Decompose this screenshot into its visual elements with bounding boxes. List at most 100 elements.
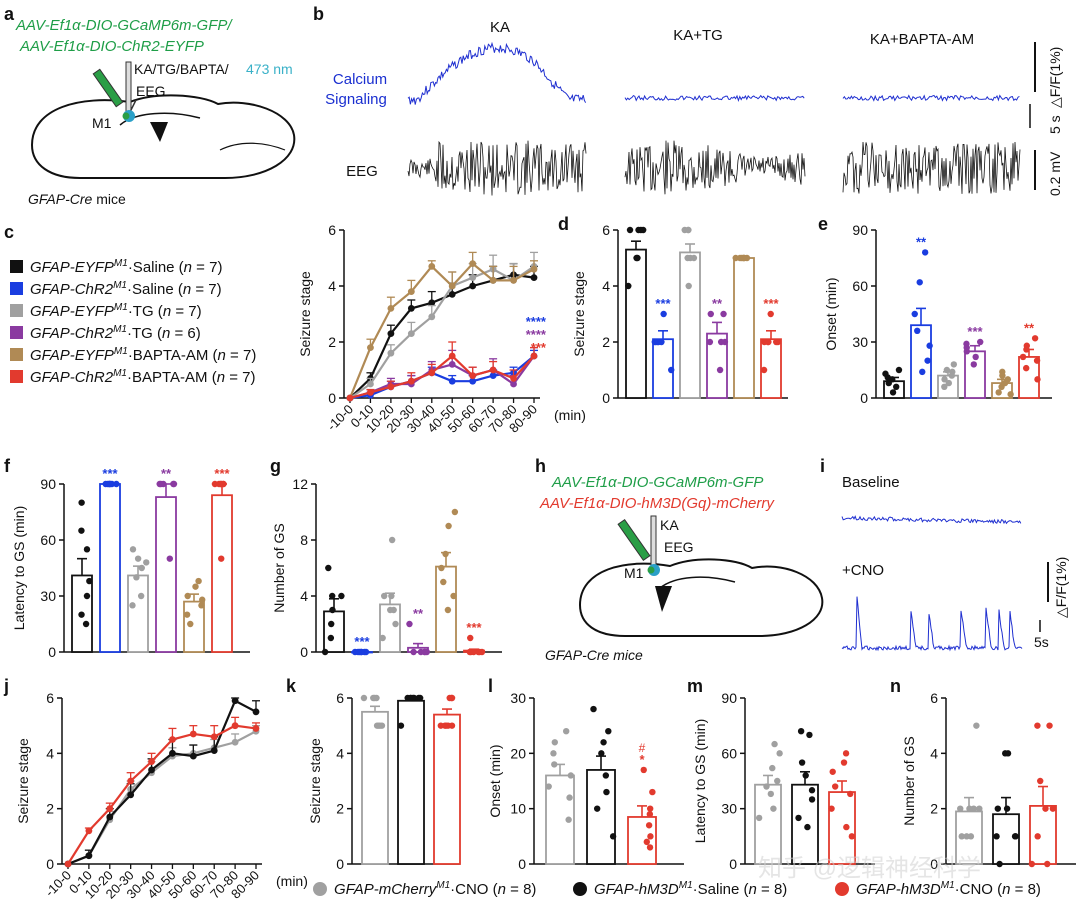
data-point <box>651 338 658 346</box>
data-point <box>840 759 848 766</box>
data-point <box>143 559 150 566</box>
y-tick-label: 30 <box>40 588 56 604</box>
y-tick-label: 30 <box>721 801 737 817</box>
significance-stars: *** <box>102 466 118 481</box>
data-point <box>808 787 816 794</box>
data-point <box>736 254 744 262</box>
data-point <box>86 577 93 585</box>
calcium-trace-tg <box>624 94 805 102</box>
chart-n-number-gs: 0 2 4 6 Number of GS <box>901 690 1076 872</box>
data-point <box>416 694 424 702</box>
series-point <box>106 813 114 821</box>
panel-label-h: h <box>535 456 546 476</box>
data-point <box>1028 860 1036 868</box>
calcium-label-2: Signaling <box>325 91 387 108</box>
data-point <box>562 728 570 735</box>
scale-df-label-i: △F/F(1%) <box>1053 557 1069 618</box>
eeg-electrode-icon <box>129 99 137 113</box>
brain-hippocampus-h <box>659 576 736 589</box>
data-point <box>380 592 388 600</box>
legend-condition: ·Saline ( <box>127 281 183 298</box>
legend-entry: GFAP-hM3DM1·CNO (n = 8) <box>856 880 1041 898</box>
data-point <box>776 750 783 757</box>
panel-label-a: a <box>4 4 15 24</box>
data-point <box>106 480 114 488</box>
data-point <box>972 353 979 361</box>
panel-label-c: c <box>4 222 14 242</box>
data-point <box>1037 777 1044 785</box>
bar <box>828 791 856 865</box>
data-point <box>376 722 384 729</box>
legend-sup: M1 <box>113 280 127 291</box>
data-point <box>774 777 781 785</box>
legend-swatch <box>10 304 23 317</box>
data-point <box>1003 805 1011 812</box>
data-point <box>957 805 964 812</box>
data-point <box>882 370 889 377</box>
data-point <box>329 606 336 614</box>
series-point <box>530 265 538 273</box>
data-point <box>442 722 450 729</box>
data-point <box>639 226 647 234</box>
series-point <box>189 730 197 738</box>
y-axis-label: Latency to GS (min) <box>11 506 27 631</box>
y-tick-label: 10 <box>510 801 526 817</box>
legend-genotype: GFAP-mCherry <box>334 881 438 898</box>
legend-count: = 7) <box>225 369 255 386</box>
data-point <box>685 282 692 290</box>
y-tick-label: 90 <box>721 690 737 706</box>
legend-n: n <box>183 281 191 298</box>
panel-a-mice-strain: GFAP-Cre <box>28 191 93 207</box>
significance-stars: *** <box>214 466 230 481</box>
y-tick-label: 0 <box>930 856 938 872</box>
data-point <box>646 805 654 812</box>
data-point <box>658 338 665 346</box>
data-point <box>219 480 227 488</box>
data-point <box>994 805 1002 812</box>
data-point <box>647 833 654 840</box>
y-tick-label: 6 <box>336 690 344 706</box>
data-point <box>442 550 449 558</box>
bar <box>433 713 461 865</box>
data-point <box>166 555 174 562</box>
y-tick-label: 6 <box>328 222 336 238</box>
data-point <box>847 790 854 798</box>
series-point <box>148 758 155 766</box>
series-point <box>530 274 538 281</box>
bar <box>625 248 647 399</box>
legend-entry: GFAP-ChR2M1·TG (n = 6) <box>30 324 201 342</box>
brain-hippocampus <box>119 112 201 126</box>
data-point <box>706 338 714 346</box>
series-point <box>210 733 218 741</box>
legend-count: = 8) <box>1010 881 1040 898</box>
data-point <box>829 768 836 775</box>
data-point <box>360 694 368 702</box>
series-line-purple <box>349 355 535 400</box>
panel-a-virus-1: AAV-Ef1α-DIO-GCaMP6m-GFP/ <box>15 17 233 34</box>
significance-stars: ** <box>1024 320 1035 335</box>
bar <box>361 710 389 865</box>
series-point <box>231 697 239 705</box>
series-point <box>169 736 176 743</box>
series-point <box>489 366 497 374</box>
data-point <box>370 694 377 702</box>
series-point <box>252 708 260 716</box>
data-point <box>717 338 725 346</box>
data-point <box>995 389 1002 396</box>
series-point <box>428 369 436 377</box>
panel-h-ka: KA <box>660 517 679 533</box>
data-point <box>438 564 445 572</box>
brain-outline-h <box>578 558 824 637</box>
data-point <box>1023 342 1031 349</box>
data-point <box>681 226 688 234</box>
chart-l-onset: 0 10 20 30 Onset (min) *# <box>487 690 684 872</box>
data-point <box>1012 833 1019 840</box>
series-point <box>448 282 456 290</box>
panel-a-mice-suffix: mice <box>92 191 126 207</box>
significance-stars: *** <box>354 634 370 649</box>
data-point <box>83 546 91 553</box>
legend-condition: ·CNO ( <box>450 881 498 898</box>
legend-entry: GFAP-ChR2M1·Saline (n = 7) <box>30 280 222 298</box>
